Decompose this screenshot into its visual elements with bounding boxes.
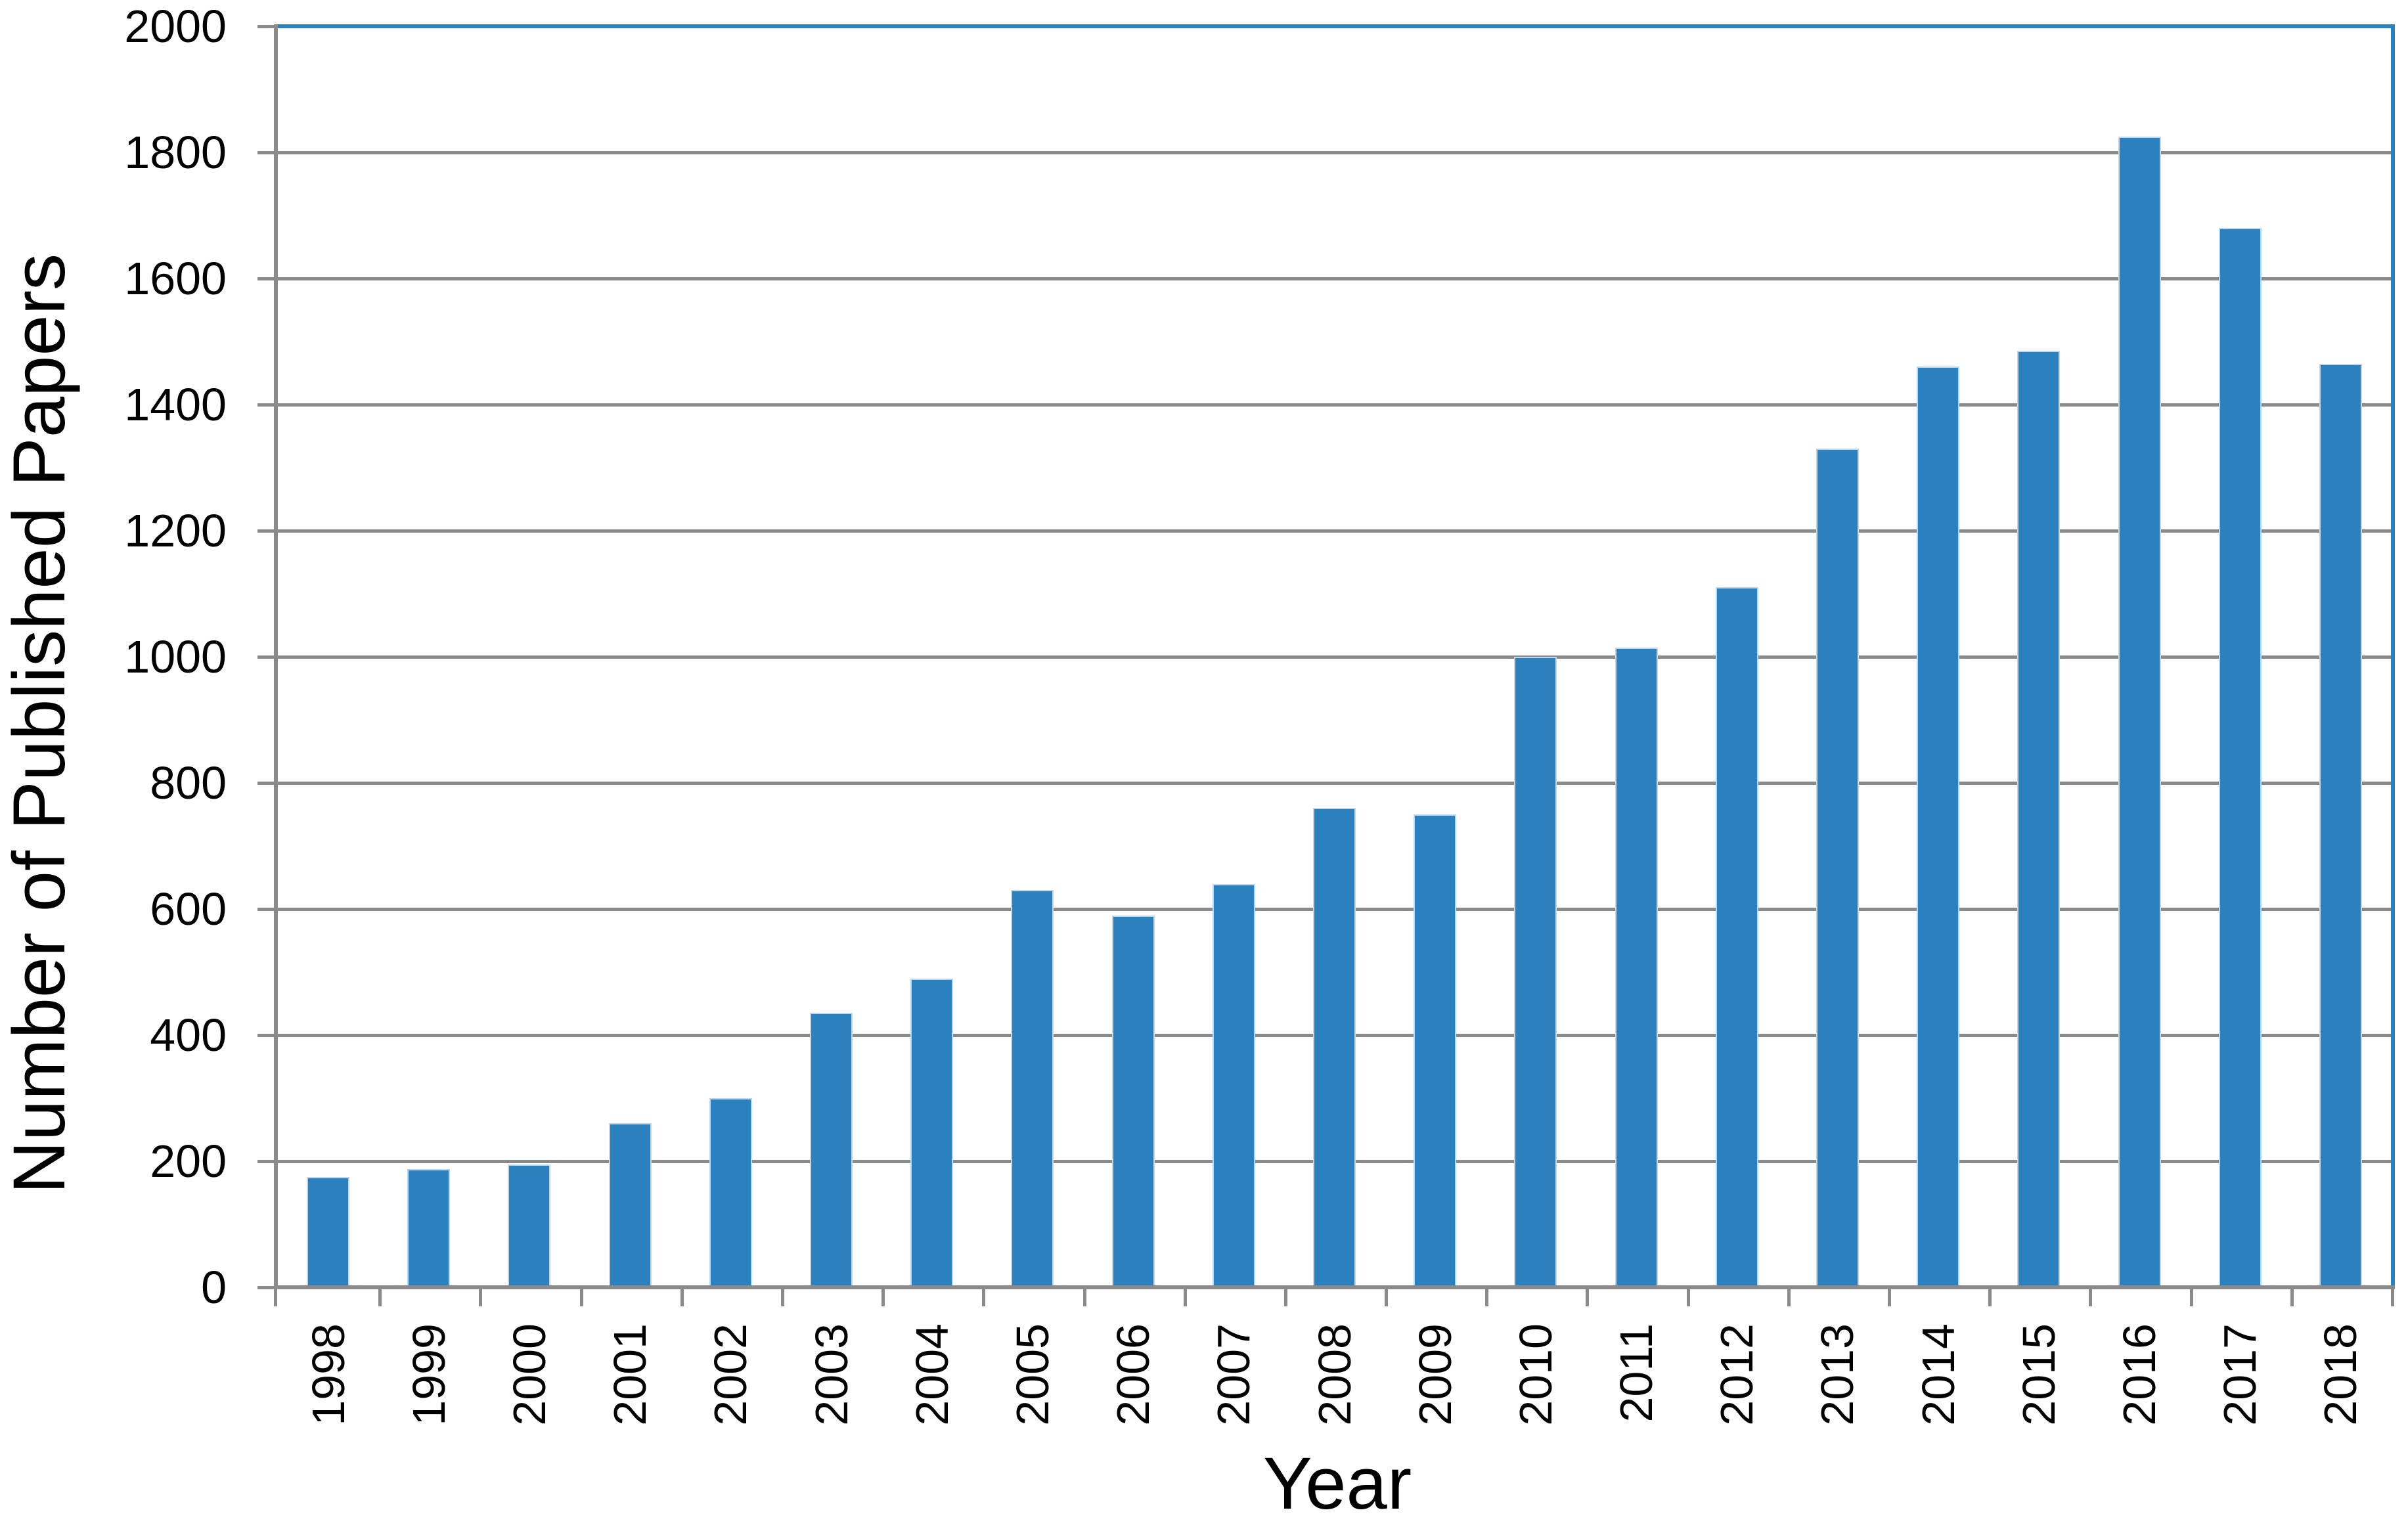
x-tick-label-2000: 2000	[503, 1323, 555, 1426]
bar-2002	[709, 1098, 752, 1289]
y-tick-1400	[257, 403, 274, 407]
bar-2010	[1514, 657, 1557, 1289]
y-tick-label-2000: 2000	[124, 1, 227, 52]
x-tick-17	[1988, 1289, 1992, 1306]
bar-2008	[1313, 808, 1356, 1289]
x-tick-label-2003: 2003	[805, 1323, 857, 1426]
y-tick-0	[257, 1286, 274, 1289]
bar-2003	[810, 1013, 853, 1289]
x-tick-9	[1183, 1289, 1187, 1306]
x-tick-5	[780, 1289, 784, 1306]
bar-2015	[2017, 351, 2061, 1289]
bar-1999	[407, 1168, 451, 1289]
bar-2011	[1615, 647, 1658, 1289]
x-tick-label-2008: 2008	[1308, 1323, 1360, 1426]
bar-2004	[910, 978, 954, 1289]
y-tick-label-0: 0	[201, 1262, 227, 1313]
y-tick-label-1800: 1800	[124, 127, 227, 178]
x-tick-label-2004: 2004	[906, 1323, 958, 1426]
bar-2006	[1111, 915, 1155, 1289]
x-tick-label-2017: 2017	[2214, 1323, 2266, 1426]
y-axis-line	[274, 24, 278, 1289]
gridline-1600	[278, 277, 2391, 280]
x-tick-10	[1283, 1289, 1287, 1306]
x-tick-label-2011: 2011	[1611, 1323, 1662, 1423]
x-tick-13	[1586, 1289, 1590, 1306]
bar-2000	[508, 1164, 551, 1289]
bar-2012	[1715, 587, 1758, 1289]
bar-2014	[1917, 366, 1960, 1289]
x-axis-line	[274, 1285, 2395, 1289]
gridline-1800	[278, 151, 2391, 154]
x-tick-4	[680, 1289, 684, 1306]
x-tick-label-2009: 2009	[1409, 1323, 1461, 1426]
y-tick-label-1000: 1000	[124, 631, 227, 682]
y-tick-label-1600: 1600	[124, 253, 227, 304]
x-tick-label-2016: 2016	[2114, 1323, 2166, 1426]
y-tick-1200	[257, 529, 274, 533]
x-tick-21	[2391, 1289, 2394, 1306]
x-tick-2	[479, 1289, 483, 1306]
y-tick-label-400: 400	[150, 1009, 227, 1061]
y-tick-200	[257, 1160, 274, 1163]
x-tick-label-2014: 2014	[1912, 1323, 1964, 1426]
x-tick-label-2001: 2001	[604, 1323, 656, 1426]
y-tick-400	[257, 1034, 274, 1037]
x-tick-label-2005: 2005	[1006, 1323, 1058, 1426]
x-tick-12	[1485, 1289, 1489, 1306]
x-tick-label-2002: 2002	[705, 1323, 757, 1426]
y-tick-label-1200: 1200	[124, 505, 227, 556]
x-tick-8	[1082, 1289, 1086, 1306]
x-tick-3	[579, 1289, 583, 1306]
gridline-1400	[278, 403, 2391, 407]
x-tick-16	[1888, 1289, 1892, 1306]
x-axis-title: Year	[1262, 1442, 1412, 1524]
x-tick-label-2006: 2006	[1107, 1323, 1159, 1426]
x-tick-label-2010: 2010	[1509, 1323, 1561, 1426]
y-tick-1000	[257, 655, 274, 659]
bar-2005	[1011, 890, 1054, 1289]
y-tick-label-1400: 1400	[124, 379, 227, 430]
x-tick-20	[2290, 1289, 2294, 1306]
x-tick-label-2007: 2007	[1208, 1323, 1260, 1426]
x-tick-label-2012: 2012	[1711, 1323, 1763, 1426]
bar-2017	[2218, 228, 2262, 1289]
bar-2016	[2118, 137, 2161, 1289]
x-tick-label-2018: 2018	[2315, 1323, 2367, 1426]
bar-2018	[2319, 363, 2362, 1289]
y-tick-2000	[257, 25, 274, 28]
bar-2009	[1414, 814, 1457, 1289]
x-tick-14	[1686, 1289, 1690, 1306]
x-tick-19	[2189, 1289, 2193, 1306]
gridline-800	[278, 782, 2391, 785]
gridline-1200	[278, 529, 2391, 533]
y-tick-600	[257, 908, 274, 911]
x-tick-18	[2089, 1289, 2093, 1306]
plot-border-top	[274, 24, 2395, 28]
x-tick-6	[881, 1289, 885, 1306]
y-tick-label-200: 200	[150, 1136, 227, 1187]
x-tick-label-1999: 1999	[403, 1323, 455, 1426]
bar-1998	[307, 1177, 350, 1289]
x-tick-7	[982, 1289, 986, 1306]
bar-2013	[1816, 449, 1859, 1289]
x-tick-0	[274, 1289, 277, 1306]
y-tick-800	[257, 782, 274, 785]
gridline-1000	[278, 655, 2391, 659]
y-tick-1600	[257, 277, 274, 280]
x-tick-label-2013: 2013	[1812, 1323, 1863, 1426]
bar-2001	[608, 1123, 652, 1289]
y-tick-label-600: 600	[150, 883, 227, 935]
plot-border-right	[2391, 24, 2395, 1289]
x-tick-15	[1787, 1289, 1791, 1306]
y-tick-label-800: 800	[150, 757, 227, 809]
x-tick-11	[1385, 1289, 1389, 1306]
y-tick-1800	[257, 151, 274, 154]
x-tick-1	[378, 1289, 382, 1306]
x-tick-label-2015: 2015	[2013, 1323, 2064, 1426]
x-tick-label-1998: 1998	[302, 1323, 354, 1426]
bar-2007	[1212, 883, 1255, 1289]
